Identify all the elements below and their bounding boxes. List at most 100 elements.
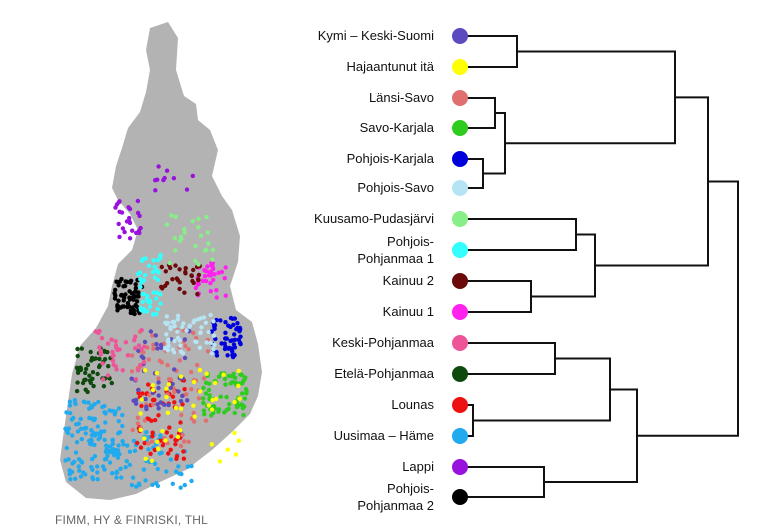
sample-point (110, 437, 115, 443)
sample-point (154, 481, 159, 486)
sample-point (122, 229, 127, 235)
sample-point (90, 376, 95, 381)
sample-point (110, 353, 116, 359)
sample-point (90, 467, 95, 472)
sample-point (163, 269, 168, 274)
sample-point (114, 469, 120, 474)
sample-point (168, 447, 173, 452)
sample-point (133, 401, 139, 406)
sample-point (136, 343, 142, 348)
sample-point (175, 317, 181, 322)
sample-point (142, 273, 148, 278)
sample-point (137, 270, 143, 275)
sample-point (204, 214, 209, 220)
sample-point (146, 263, 152, 268)
sample-point (90, 370, 96, 375)
sample-point (90, 442, 95, 447)
sample-point (105, 349, 110, 355)
sample-point (211, 347, 216, 352)
sample-point (160, 286, 165, 291)
sample-point (113, 343, 119, 348)
sample-point (177, 338, 183, 343)
sample-point (120, 226, 126, 231)
sample-point (170, 277, 175, 282)
sample-point (67, 403, 73, 408)
sample-point (208, 340, 213, 345)
sample-point (88, 380, 94, 385)
sample-point (89, 403, 94, 409)
sample-point (167, 260, 172, 266)
sample-point (104, 443, 109, 448)
sample-point (151, 290, 156, 295)
leaf-marker-keski-pohjanmaa (452, 335, 468, 351)
sample-point (156, 376, 161, 381)
sample-point (100, 404, 105, 410)
sample-point (110, 358, 116, 363)
sample-point (222, 276, 227, 281)
sample-point (160, 443, 166, 448)
sample-point (142, 344, 147, 349)
sample-point (193, 258, 198, 264)
sample-point (223, 265, 228, 270)
sample-point (152, 264, 157, 270)
sample-point (176, 389, 181, 394)
leaf-label-etelä-pohjanmaa: Etelä-Pohjanmaa (334, 366, 434, 381)
sample-point (204, 340, 209, 345)
sample-point (184, 187, 190, 192)
sample-point (127, 449, 133, 454)
sample-point (178, 234, 184, 239)
sample-point (218, 394, 223, 399)
sample-point (213, 380, 218, 386)
sample-point (130, 475, 136, 480)
sample-point (138, 427, 143, 433)
sample-point (183, 266, 188, 271)
sample-point (154, 341, 159, 347)
sample-point (81, 470, 86, 475)
sample-point (201, 376, 207, 381)
sample-point (231, 371, 236, 377)
sample-point (105, 453, 110, 458)
sample-point (188, 369, 194, 375)
sample-point (203, 418, 209, 423)
sample-point (221, 372, 226, 377)
sample-point (166, 402, 171, 408)
sample-point (195, 291, 200, 297)
sample-point (175, 329, 180, 334)
sample-point (110, 349, 115, 355)
sample-point (142, 436, 147, 441)
sample-point (158, 342, 164, 348)
sample-point (92, 454, 98, 459)
sample-point (223, 382, 228, 387)
sample-point (155, 402, 160, 407)
sample-point (78, 416, 84, 422)
sample-point (83, 370, 88, 376)
sample-point (196, 317, 201, 322)
finland-outline (60, 22, 262, 500)
sample-point (138, 411, 143, 416)
finland-map (60, 22, 262, 500)
sample-point (183, 343, 188, 349)
leaf-label-line: Pohjanmaa 2 (357, 498, 434, 513)
sample-point (127, 215, 132, 221)
sample-point (168, 385, 173, 390)
sample-point (214, 295, 219, 300)
sample-point (71, 415, 76, 421)
sample-point (182, 387, 187, 392)
sample-point (98, 352, 104, 357)
sample-point (226, 373, 232, 379)
leaf-label-kuusamo-pudasjärvi: Kuusamo-Pudasjärvi (314, 211, 434, 226)
sample-point (96, 330, 101, 336)
sample-point (166, 382, 171, 387)
sample-point (107, 444, 113, 449)
branch-pohjanmaa (460, 342, 556, 375)
sample-point (164, 321, 169, 327)
sample-point (201, 396, 206, 401)
sample-point (164, 314, 170, 319)
sample-point (133, 289, 138, 294)
sample-point (139, 327, 144, 333)
sample-point (226, 323, 231, 328)
sample-point (201, 385, 206, 391)
sample-point (212, 326, 217, 331)
sample-point (223, 293, 228, 298)
sample-point (140, 299, 145, 305)
